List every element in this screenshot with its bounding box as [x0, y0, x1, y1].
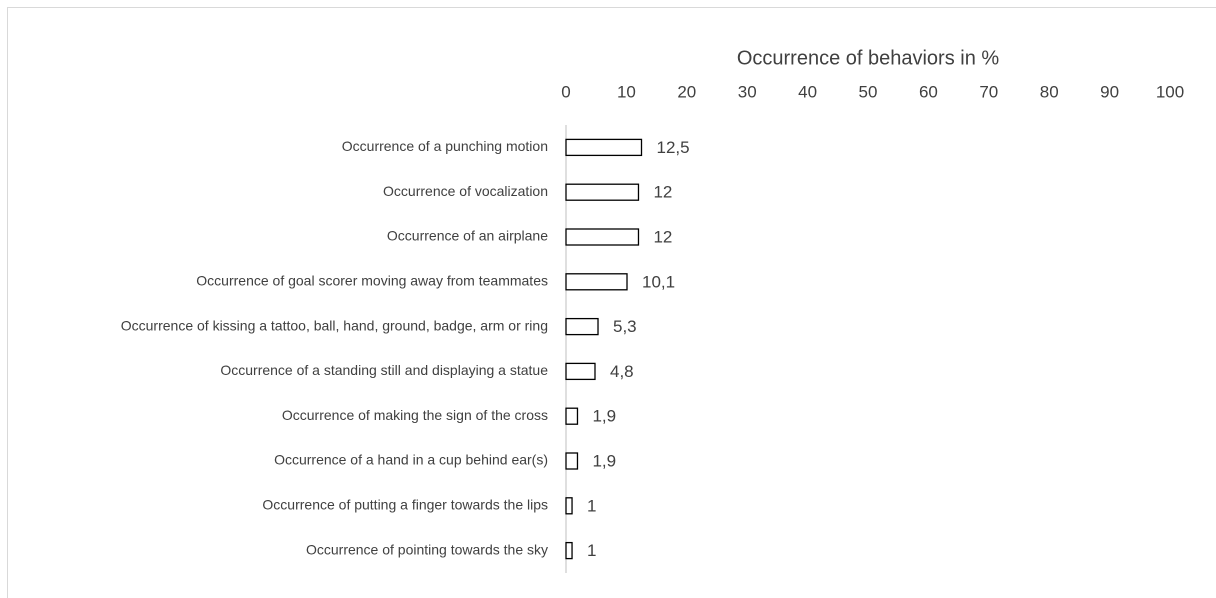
x-tick-label: 80	[1040, 82, 1059, 101]
data-label: 4,8	[610, 362, 634, 381]
data-label: 1	[587, 541, 596, 560]
x-tick-label: 30	[738, 82, 757, 101]
data-label: 5,3	[613, 317, 637, 336]
bar	[565, 541, 573, 560]
x-tick-label: 10	[617, 82, 636, 101]
category-label: Occurrence of a standing still and displ…	[220, 362, 548, 378]
x-axis-label: Occurrence of behaviors in %	[737, 47, 1000, 69]
data-label: 1,9	[592, 407, 616, 426]
x-tick-label: 40	[798, 82, 817, 101]
x-tick-label: 0	[561, 82, 570, 101]
data-label: 12,5	[657, 138, 690, 157]
bar	[565, 138, 643, 157]
chart-frame	[7, 7, 1216, 598]
category-label: Occurrence of putting a finger towards t…	[262, 497, 548, 513]
bar	[565, 452, 579, 470]
category-label: Occurrence of goal scorer moving away fr…	[196, 273, 548, 289]
category-label: Occurrence of a punching motion	[342, 138, 548, 154]
category-label: Occurrence of a hand in a cup behind ear…	[274, 452, 548, 468]
x-tick-label: 70	[979, 82, 998, 101]
data-label: 1	[587, 496, 596, 515]
x-tick-label: 90	[1100, 82, 1119, 101]
category-label: Occurrence of an airplane	[387, 228, 548, 244]
category-label: Occurrence of pointing towards the sky	[306, 541, 548, 557]
bar	[565, 183, 640, 201]
category-label: Occurrence of making the sign of the cro…	[282, 407, 548, 423]
bar	[565, 497, 573, 515]
bar	[565, 407, 579, 425]
data-label: 1,9	[592, 451, 616, 470]
x-tick-label: 20	[677, 82, 696, 101]
bar	[565, 317, 599, 336]
data-label: 12	[653, 227, 672, 246]
data-label: 10,1	[642, 272, 675, 291]
bar	[565, 362, 596, 381]
x-tick-label: 50	[859, 82, 878, 101]
bar	[565, 228, 640, 246]
category-label: Occurrence of vocalization	[383, 183, 548, 199]
data-label: 12	[653, 183, 672, 202]
x-tick-label: 60	[919, 82, 938, 101]
x-tick-label: 100	[1156, 82, 1184, 101]
category-label: Occurrence of kissing a tattoo, ball, ha…	[121, 317, 548, 333]
bar	[565, 273, 628, 291]
